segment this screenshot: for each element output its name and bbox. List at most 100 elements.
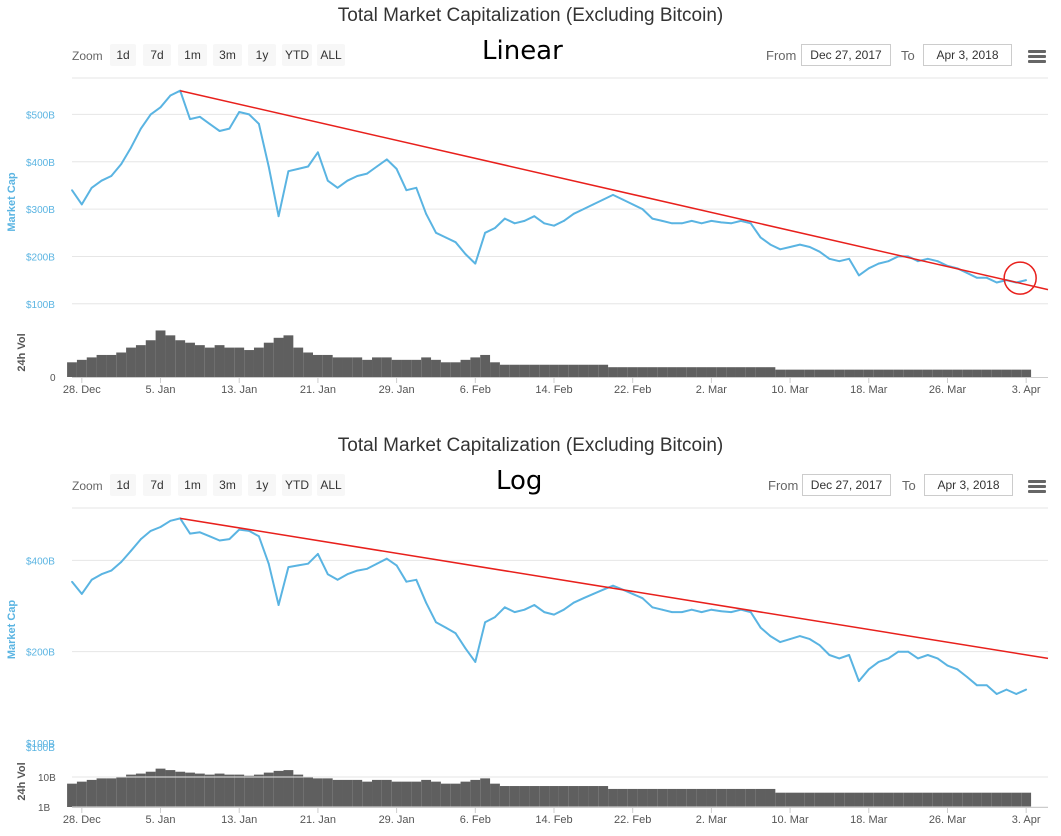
market-cap-data-point	[1015, 693, 1018, 695]
market-cap-data-point	[120, 163, 123, 166]
hamburger-menu-icon[interactable]	[1028, 480, 1046, 494]
volume-bar	[480, 354, 491, 377]
volume-bar	[735, 788, 746, 807]
zoom-7d-button[interactable]: 7d	[143, 474, 171, 496]
volume-bar	[490, 362, 500, 377]
volume-bar	[519, 364, 530, 377]
market-cap-data-point	[90, 186, 93, 189]
volume-bar	[795, 792, 805, 807]
from-date-input[interactable]: Dec 27, 2017	[802, 474, 891, 496]
volume-bar	[332, 357, 343, 377]
volume-bar	[834, 792, 845, 807]
x-tick-label: 6. Feb	[460, 384, 491, 396]
market-cap-data-point	[277, 215, 280, 218]
market-cap-data-point	[346, 179, 349, 182]
market-cap-data-point	[710, 608, 713, 611]
market-cap-series-line	[71, 89, 1027, 284]
volume-bar	[588, 364, 599, 377]
volume-bar	[214, 345, 225, 377]
market-cap-data-point	[779, 641, 782, 644]
market-cap-data-point	[887, 260, 890, 263]
y-tick-label: $500B	[26, 110, 55, 121]
market-cap-data-point	[877, 661, 880, 663]
volume-bar	[962, 369, 973, 377]
volume-bar	[352, 779, 363, 807]
volume-bar	[391, 359, 402, 377]
volume-bar	[844, 369, 855, 377]
scale-annotation: Linear	[482, 36, 563, 66]
market-cap-data-point	[218, 130, 221, 132]
volume-bar	[234, 347, 245, 377]
to-date-input[interactable]: Apr 3, 2018	[923, 44, 1012, 66]
zoom-3m-button[interactable]: 3m	[213, 44, 242, 66]
volume-bar	[883, 369, 894, 377]
market-cap-data-point	[985, 276, 988, 279]
market-cap-data-point	[533, 215, 536, 218]
from-date-input[interactable]: Dec 27, 2017	[801, 44, 891, 66]
zoom-1d-button[interactable]: 1d	[110, 474, 136, 496]
volume-bar	[814, 369, 825, 377]
market-cap-data-point	[208, 122, 211, 125]
market-cap-data-point	[317, 151, 319, 154]
volume-bar	[411, 359, 422, 377]
volume-bar	[460, 359, 471, 377]
volume-bar	[735, 367, 746, 377]
market-cap-data-point	[395, 564, 398, 567]
volume-bar	[391, 781, 402, 807]
volume-bar	[726, 788, 736, 807]
zoom-all-button[interactable]: ALL	[317, 474, 345, 496]
zoom-3m-button[interactable]: 3m	[213, 474, 242, 496]
volume-bar	[824, 792, 835, 807]
zoom-1y-button[interactable]: 1y	[248, 474, 276, 496]
zoom-ytd-button[interactable]: YTD	[282, 474, 312, 496]
market-cap-data-point	[169, 519, 172, 522]
volume-bar	[126, 774, 136, 807]
market-cap-data-point	[110, 175, 113, 177]
volume-bar	[991, 792, 1002, 807]
volume-bar	[991, 369, 1002, 377]
y-tick-label: $200B	[26, 648, 55, 659]
x-tick-label: 6. Feb	[460, 814, 491, 826]
volume-bar	[283, 335, 294, 377]
volume-bar	[293, 347, 304, 377]
volume-bar	[342, 357, 353, 377]
market-cap-data-point	[838, 657, 841, 660]
market-cap-data-point	[976, 276, 978, 279]
market-cap-data-point	[1005, 688, 1008, 691]
volume-bar	[844, 792, 855, 807]
market-cap-data-point	[759, 236, 762, 239]
market-cap-data-point	[592, 593, 595, 595]
volume-bar	[657, 788, 668, 807]
market-cap-data-point	[523, 608, 526, 611]
volume-bar	[273, 337, 284, 377]
highlight-circle	[1003, 261, 1037, 295]
market-cap-data-point	[248, 113, 250, 116]
to-date-input[interactable]: Apr 3, 2018	[924, 474, 1013, 496]
volume-bar	[67, 362, 77, 377]
market-cap-data-point	[297, 167, 300, 170]
x-tick-label: 28. Dec	[63, 814, 101, 826]
zoom-1m-button[interactable]: 1m	[178, 44, 207, 66]
market-cap-data-point	[917, 260, 919, 263]
volume-bar	[381, 779, 392, 807]
market-cap-data-point	[80, 203, 83, 206]
market-cap-data-point	[562, 220, 565, 222]
x-tick-label: 21. Jan	[300, 814, 336, 826]
zoom-7d-button[interactable]: 7d	[143, 44, 171, 66]
volume-bar	[450, 783, 461, 807]
chart-panel-log: Total Market Capitalization (Excluding B…	[0, 430, 1061, 836]
zoom-ytd-button[interactable]: YTD	[282, 44, 312, 66]
x-tick-label: 3. Apr	[1012, 814, 1041, 826]
volume-bar	[893, 369, 904, 377]
volume-bar	[431, 359, 441, 377]
zoom-1m-button[interactable]: 1m	[178, 474, 207, 496]
hamburger-menu-icon[interactable]	[1028, 50, 1046, 64]
volume-bar	[509, 786, 520, 807]
market-cap-data-point	[484, 621, 487, 624]
x-tick-label: 10. Mar	[771, 814, 809, 826]
zoom-1y-button[interactable]: 1y	[248, 44, 276, 66]
zoom-1d-button[interactable]: 1d	[110, 44, 136, 66]
market-cap-data-point	[120, 561, 123, 563]
volume-bar	[578, 364, 589, 377]
zoom-all-button[interactable]: ALL	[317, 44, 345, 66]
